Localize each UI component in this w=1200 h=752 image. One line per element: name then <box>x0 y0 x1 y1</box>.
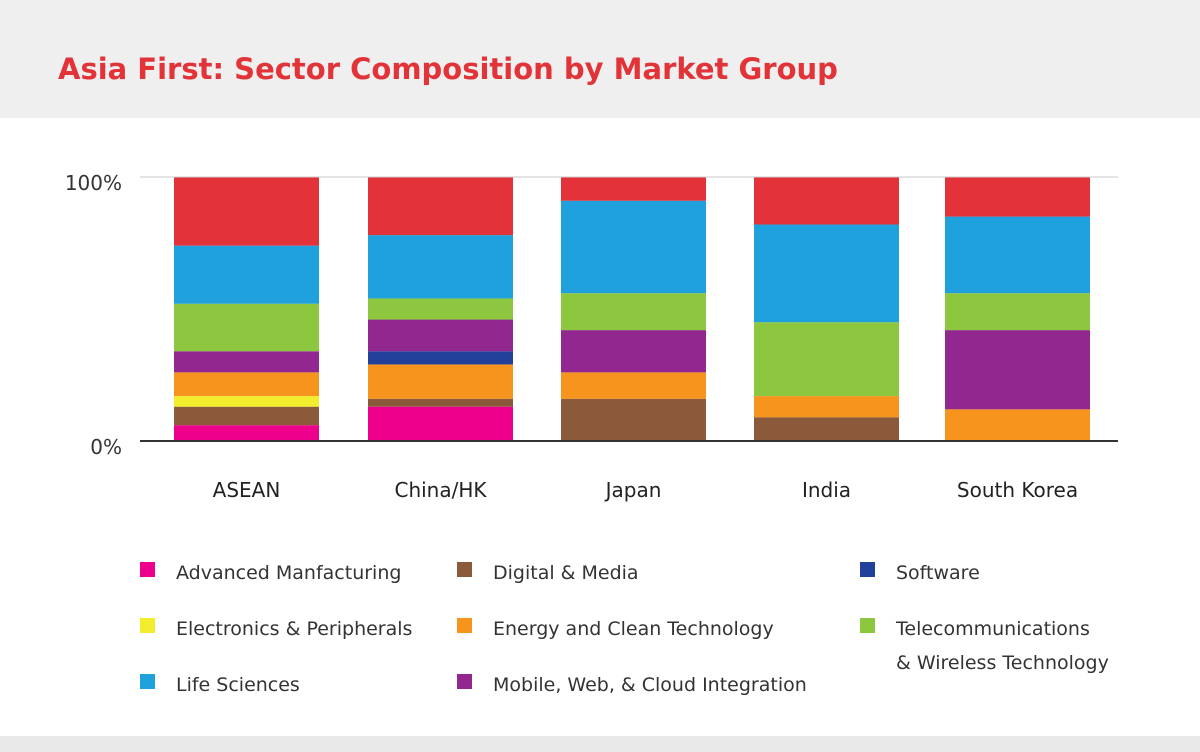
legend-label: Energy and Clean Technology <box>493 618 774 640</box>
chart-title: Asia First: Sector Composition by Market… <box>58 52 838 86</box>
bar-segment <box>368 406 513 441</box>
bar-segment <box>561 398 706 441</box>
bar-segment <box>754 224 899 323</box>
x-tick-label: South Korea <box>957 478 1078 502</box>
bar-segment <box>561 330 706 373</box>
x-tick-label: India <box>802 478 851 502</box>
bar-segment <box>174 303 319 352</box>
bar-segment <box>368 298 513 320</box>
x-tick-label: Japan <box>604 478 662 502</box>
legend-label: Digital & Media <box>493 562 639 584</box>
legend-swatch <box>457 618 472 633</box>
legend-swatch <box>860 618 875 633</box>
legend-label-line2: & Wireless Technology <box>896 652 1109 674</box>
legend-swatch <box>860 562 875 577</box>
legend-swatch <box>140 674 155 689</box>
bar-segment <box>754 177 899 225</box>
bar-segment <box>368 398 513 407</box>
x-tick-label: ASEAN <box>213 478 281 502</box>
bar-segment <box>945 177 1090 217</box>
legend-swatch <box>457 562 472 577</box>
bar-segment <box>174 351 319 373</box>
bar-segment <box>174 372 319 397</box>
y-tick-100: 100% <box>65 171 122 195</box>
footer-band <box>0 736 1200 752</box>
bar-segment <box>754 396 899 418</box>
bar-segment <box>945 293 1090 331</box>
legend-label: Electronics & Peripherals <box>176 618 413 640</box>
bar-segment <box>368 235 513 299</box>
legend-swatch <box>457 674 472 689</box>
bar-segment <box>174 425 319 441</box>
legend-label: Software <box>896 562 980 584</box>
bar-segment <box>945 409 1090 441</box>
bars-group <box>174 177 1090 441</box>
bar-segment <box>174 177 319 246</box>
stacked-bar-chart: 100% 0% ASEAN China/HK Japan India South Kor… <box>65 171 1118 502</box>
bar-segment <box>945 216 1090 294</box>
x-tick-labels: ASEAN China/HK Japan India South Korea <box>213 478 1078 502</box>
bar-segment <box>561 200 706 294</box>
legend-label: Life Sciences <box>176 674 300 696</box>
legend-swatch <box>140 562 155 577</box>
bar-segment <box>561 372 706 399</box>
legend-label: Advanced Manfacturing <box>176 562 402 584</box>
legend-label: Mobile, Web, & Cloud Integration <box>493 674 807 696</box>
bar-segment <box>368 319 513 352</box>
bar-segment <box>561 177 706 201</box>
bar-segment <box>174 245 319 304</box>
bar-segment <box>368 177 513 236</box>
legend-label: Telecommunications <box>896 618 1090 640</box>
y-tick-0: 0% <box>90 435 122 459</box>
header-band: Asia First: Sector Composition by Market… <box>0 0 1200 118</box>
x-tick-label: China/HK <box>394 478 487 502</box>
bar-segment <box>368 351 513 365</box>
bar-segment <box>561 293 706 331</box>
bar-segment <box>945 330 1090 410</box>
bar-segment <box>754 417 899 441</box>
bar-segment <box>754 322 899 397</box>
bar-segment <box>174 406 319 426</box>
bar-segment <box>368 364 513 399</box>
bar-segment <box>174 396 319 407</box>
legend-swatch <box>140 618 155 633</box>
